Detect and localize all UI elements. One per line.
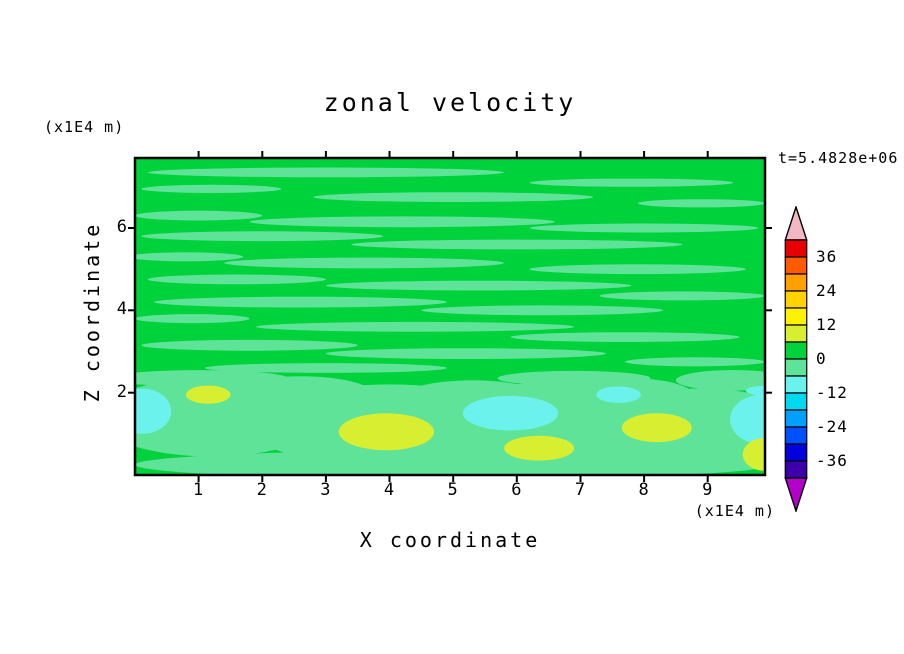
x-tick-label: 2	[256, 480, 268, 500]
x-tick-label: 9	[702, 480, 714, 500]
contour-plot	[128, 151, 772, 482]
colorbar-tick-label: 36	[816, 247, 838, 266]
colorbar-tick-label: 24	[816, 281, 838, 300]
colorbar	[784, 204, 808, 514]
time-annotation: t=5.4828e+06	[778, 149, 899, 167]
colorbar-tick-label: 0	[816, 349, 827, 368]
plot-title: zonal velocity	[323, 88, 577, 117]
x-tick-label: 3	[320, 480, 332, 500]
colorbar-svg	[784, 204, 808, 514]
x-tick-label: 8	[638, 480, 650, 500]
x-axis-unit: (x1E4 m)	[694, 502, 775, 520]
x-tick-label: 1	[193, 480, 205, 500]
x-tick-label: 6	[511, 480, 523, 500]
x-tick-label: 7	[574, 480, 587, 500]
colorbar-tick-label: -12	[816, 383, 848, 402]
y-tick-label: 6	[116, 216, 128, 237]
x-tick-label: 4	[383, 480, 396, 500]
y-tick-label: 4	[116, 299, 128, 320]
x-axis-label: X coordinate	[359, 528, 541, 552]
x-tick-label: 5	[447, 480, 459, 500]
y-axis-unit: (x1E4 m)	[44, 118, 125, 136]
colorbar-tick-label: -24	[816, 417, 848, 436]
plot-area	[128, 151, 772, 482]
colorbar-tick-label: 12	[816, 315, 838, 334]
y-tick-label: 2	[116, 381, 128, 402]
colorbar-tick-label: -36	[816, 451, 848, 470]
